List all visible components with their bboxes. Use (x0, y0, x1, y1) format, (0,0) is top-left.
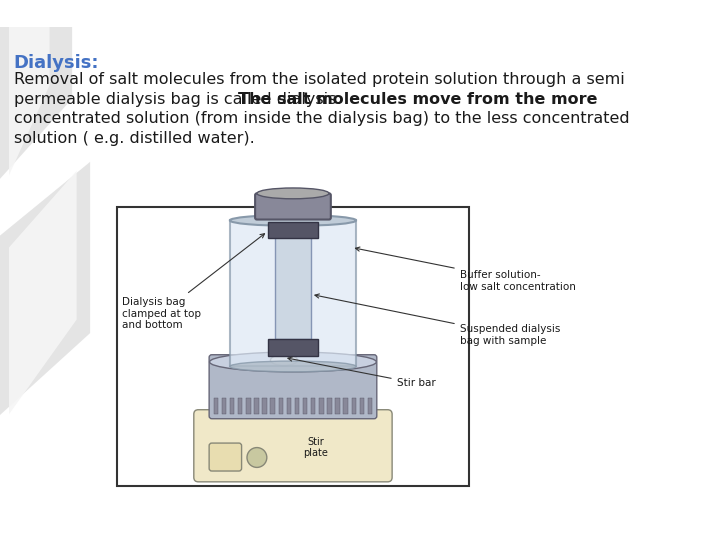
Bar (360, 398, 364, 414)
Bar (319, 398, 323, 414)
Bar (271, 398, 275, 414)
Bar (254, 398, 258, 414)
Text: Removal of salt molecules from the isolated protein solution through a semi: Removal of salt molecules from the isola… (14, 72, 624, 87)
Bar (262, 398, 267, 414)
FancyBboxPatch shape (255, 193, 330, 220)
Ellipse shape (271, 355, 297, 366)
Ellipse shape (230, 215, 356, 226)
Bar (246, 398, 251, 414)
Text: Dialysis bag
clamped at top
and bottom: Dialysis bag clamped at top and bottom (122, 234, 264, 330)
Text: Stir
plate: Stir plate (303, 437, 328, 458)
Bar (343, 398, 348, 414)
Polygon shape (9, 171, 76, 414)
Bar (303, 398, 307, 414)
FancyBboxPatch shape (194, 410, 392, 482)
Text: concentrated solution (from inside the dialysis bag) to the less concentrated: concentrated solution (from inside the d… (14, 111, 629, 126)
Bar (238, 398, 243, 414)
Bar (230, 398, 235, 414)
Bar (214, 398, 218, 414)
Bar (368, 398, 372, 414)
Bar (222, 398, 226, 414)
Bar (327, 398, 332, 414)
Text: Suspended dialysis
bag with sample: Suspended dialysis bag with sample (315, 294, 560, 346)
FancyBboxPatch shape (209, 355, 377, 418)
Polygon shape (0, 26, 72, 189)
Bar (230, 220, 356, 367)
Bar (336, 398, 340, 414)
Bar (117, 207, 469, 487)
Text: The salt molecules move from the more: The salt molecules move from the more (238, 91, 598, 106)
Ellipse shape (257, 188, 329, 199)
Bar (268, 340, 318, 356)
Bar (279, 398, 283, 414)
Text: Dialysis:: Dialysis: (14, 53, 99, 72)
Bar (275, 234, 311, 340)
Bar (287, 398, 291, 414)
Bar (294, 398, 300, 414)
Text: Buffer solution-
low salt concentration: Buffer solution- low salt concentration (356, 247, 575, 292)
Text: permeable dialysis bag is called dialysis.: permeable dialysis bag is called dialysi… (14, 91, 346, 106)
FancyBboxPatch shape (209, 443, 242, 471)
Bar (351, 398, 356, 414)
Bar (311, 398, 315, 414)
Ellipse shape (230, 361, 356, 372)
Polygon shape (9, 26, 50, 176)
Ellipse shape (210, 352, 377, 372)
Bar (268, 222, 318, 239)
Text: solution ( e.g. distilled water).: solution ( e.g. distilled water). (14, 131, 254, 146)
Ellipse shape (247, 448, 267, 468)
Text: Stir bar: Stir bar (288, 357, 436, 388)
Polygon shape (0, 162, 90, 423)
